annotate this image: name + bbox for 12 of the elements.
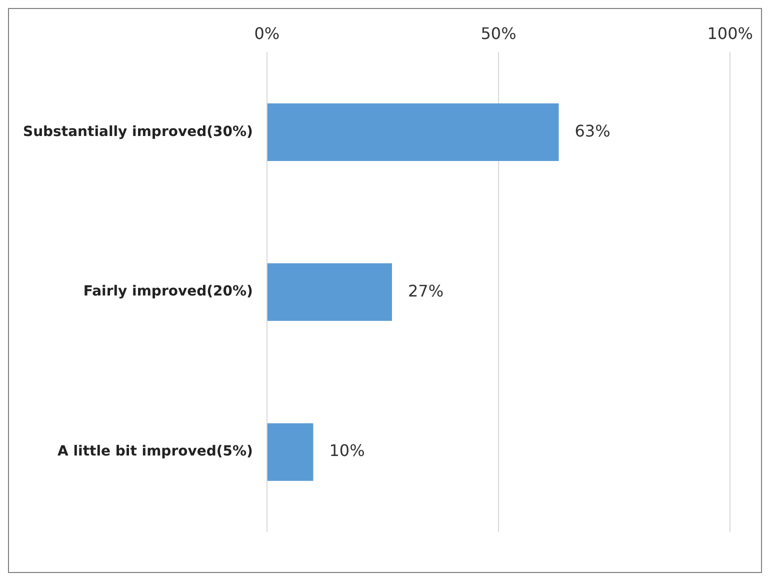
bar [267, 263, 392, 321]
data-label: 10% [329, 441, 365, 460]
data-label: 27% [408, 281, 444, 300]
x-tick-label: 0% [254, 24, 280, 43]
bar [267, 103, 559, 161]
data-label: 63% [574, 121, 610, 140]
x-tick-label: 50% [480, 24, 516, 43]
y-tick-label: Fairly improved(20%) [83, 284, 253, 300]
x-tick-label: 100% [707, 24, 754, 43]
bar [267, 423, 314, 481]
y-tick-label: A little bit improved(5%) [58, 444, 253, 460]
y-tick-label: Substantially improved(30%) [22, 124, 253, 140]
